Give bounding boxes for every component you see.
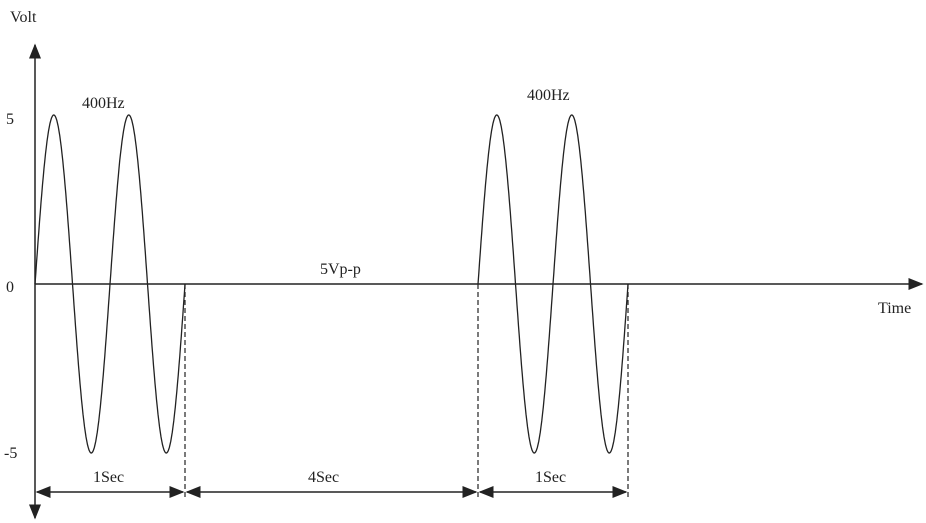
amplitude-label: 5Vp-p (320, 261, 361, 278)
tick-label: 0 (6, 279, 14, 296)
duration-label: 1Sec (93, 469, 124, 486)
tick-label: 5 (6, 111, 14, 128)
duration-label: 4Sec (308, 469, 339, 486)
duration-label: 1Sec (535, 469, 566, 486)
frequency-label: 400Hz (527, 87, 570, 104)
frequency-label: 400Hz (82, 95, 125, 112)
y-axis-label: Volt (10, 9, 37, 26)
x-axis-label: Time (878, 300, 911, 317)
tick-label: -5 (4, 445, 17, 462)
waveform-diagram: Volt Time 5 0 -5 400Hz 400Hz 5Vp-p 1Sec … (0, 0, 926, 523)
